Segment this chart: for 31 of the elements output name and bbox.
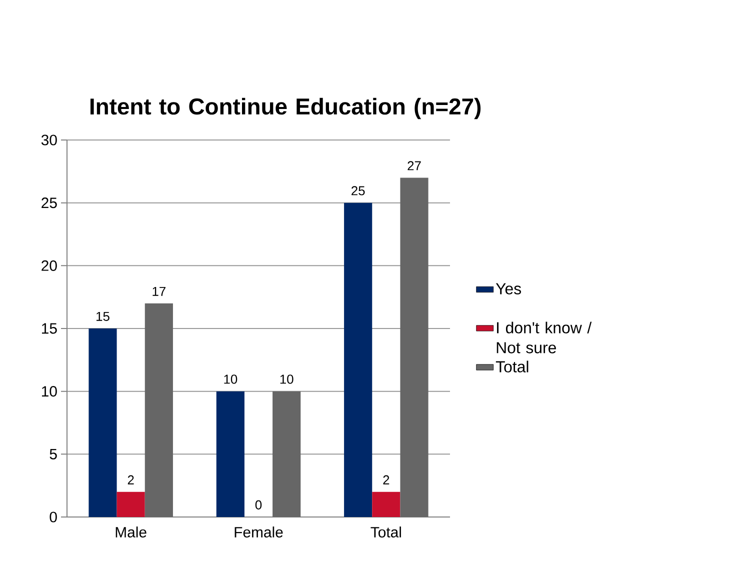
data-label: 0: [255, 500, 262, 510]
bar: [144, 303, 173, 517]
legend-label: Total: [496, 360, 528, 372]
y-tick-label: 20: [42, 260, 57, 271]
y-tick-label: 0: [50, 512, 57, 522]
data-label: 17: [152, 286, 166, 296]
data-label: 15: [96, 312, 110, 321]
y-tick-label: 30: [41, 134, 57, 146]
y-tick-label: 5: [50, 448, 57, 460]
bar: [116, 492, 145, 517]
y-tick-label: 15: [42, 323, 57, 334]
data-label: 2: [128, 475, 134, 484]
y-tick-label: 10: [42, 386, 57, 397]
bar: [216, 391, 244, 517]
data-label: 25: [352, 186, 365, 196]
bar: [344, 202, 372, 517]
legend-label: I don't know / Not sure: [496, 322, 592, 354]
bar: [88, 328, 117, 517]
data-label: 27: [408, 161, 421, 170]
chart-title: Intent to Continue Education (n=27): [90, 98, 481, 120]
data-label: 10: [280, 374, 294, 384]
legend-label: Yes: [496, 283, 522, 294]
bar: [400, 178, 428, 517]
bar: [272, 391, 301, 517]
x-tick-label: Female: [234, 526, 283, 538]
x-tick-label: Male: [116, 526, 146, 538]
x-tick-label: Total: [370, 526, 401, 538]
bar: [372, 492, 400, 517]
data-label: 10: [224, 374, 238, 384]
y-tick-label: 25: [42, 198, 57, 208]
data-label: 2: [383, 475, 390, 484]
